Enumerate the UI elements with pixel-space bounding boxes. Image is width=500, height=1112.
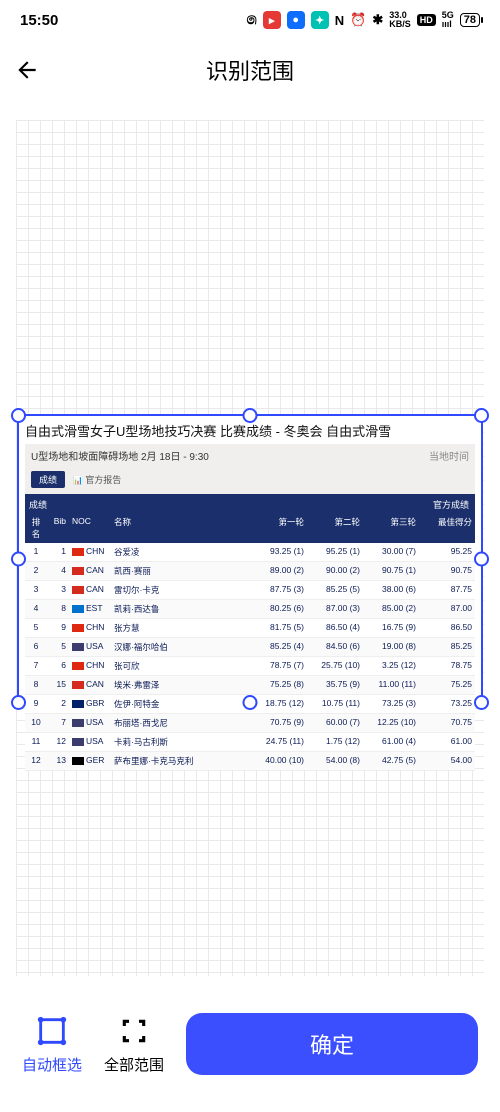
handle-bottom-right[interactable]	[474, 695, 489, 710]
content-title: 自由式滑雪女子U型场地技巧决赛 比赛成绩 - 冬奥会 自由式滑雪	[25, 421, 475, 440]
table-body: 11CHN谷爱凌93.25 (1)95.25 (1)30.00 (7)95.25…	[25, 543, 475, 771]
table-row: 76CHN张可欣78.75 (7)25.75 (10)3.25 (12)78.7…	[25, 657, 475, 676]
chat-icon: ●	[287, 11, 305, 29]
status-right: ෧ ▸ ● ✦ N ⏰ ✱ 33.0KB/S HD 5Gıııl 78	[246, 11, 480, 29]
table-row: 65USA汉娜·福尔哈伯85.25 (4)84.50 (6)19.00 (8)8…	[25, 638, 475, 657]
auto-select-icon	[35, 1014, 69, 1048]
hd-icon: HD	[417, 14, 436, 26]
table-row: 1112USA卡莉·马古利斯24.75 (11)1.75 (12)61.00 (…	[25, 733, 475, 752]
content-tabs: 成绩 官方报告	[25, 467, 475, 494]
back-button[interactable]	[14, 40, 40, 100]
content-subtitle: U型场地和坡面障碍场地 2月 18日 - 9:30 当地时间	[25, 444, 475, 467]
crop-canvas[interactable]: 自由式滑雪女子U型场地技巧决赛 比赛成绩 - 冬奥会 自由式滑雪 U型场地和坡面…	[16, 120, 484, 976]
net-rate: 33.0KB/S	[389, 11, 411, 29]
table-row: 107USA布丽塔·西戈尼70.75 (9)60.00 (7)12.25 (10…	[25, 714, 475, 733]
table-row: 33CAN雷切尔·卡克87.75 (3)85.25 (5)38.00 (6)87…	[25, 581, 475, 600]
full-range-button[interactable]: 全部范围	[104, 1014, 164, 1075]
nfc-icon: N	[335, 13, 344, 28]
confirm-button[interactable]: 确定	[186, 1013, 478, 1075]
record-icon: ▸	[263, 11, 281, 29]
handle-mid-left[interactable]	[11, 552, 26, 567]
table-header-groups: 成绩 官方成绩	[25, 494, 475, 513]
bottom-toolbar: 自动框选 全部范围 确定	[0, 976, 500, 1112]
tab-results: 成绩	[31, 471, 65, 488]
auto-select-button[interactable]: 自动框选	[22, 1014, 82, 1075]
signal-icon: 5Gıııl	[442, 11, 454, 29]
back-arrow-icon	[14, 57, 40, 83]
music-icon: ෧	[246, 11, 256, 29]
handle-top-right[interactable]	[474, 408, 489, 423]
status-bar: 15:50 ෧ ▸ ● ✦ N ⏰ ✱ 33.0KB/S HD 5Gıııl 7…	[0, 0, 500, 40]
app-header: 识别范围	[0, 40, 500, 100]
status-time: 15:50	[20, 12, 58, 29]
battery-icon: 78	[460, 13, 480, 27]
table-row: 1213GER萨布里娜·卡克马克利40.00 (10)54.00 (8)42.7…	[25, 752, 475, 771]
captured-content: 自由式滑雪女子U型场地技巧决赛 比赛成绩 - 冬奥会 自由式滑雪 U型场地和坡面…	[19, 416, 481, 702]
app-icon: ✦	[311, 11, 329, 29]
table-row: 48EST凯莉·西达鲁80.25 (6)87.00 (3)85.00 (2)87…	[25, 600, 475, 619]
handle-top-mid[interactable]	[243, 408, 258, 423]
tab-report: 官方报告	[73, 473, 121, 486]
auto-select-label: 自动框选	[22, 1054, 82, 1075]
table-row: 24CAN凯西·赛丽89.00 (2)90.00 (2)90.75 (1)90.…	[25, 562, 475, 581]
table-header-cols: 排名 Bib NOC 名称 第一轮 第二轮 第三轮 最佳得分	[25, 513, 475, 543]
handle-top-left[interactable]	[11, 408, 26, 423]
handle-bottom-mid[interactable]	[243, 695, 258, 710]
table-row: 59CHN张方慧81.75 (5)86.50 (4)16.75 (9)86.50	[25, 619, 475, 638]
bluetooth-icon: ✱	[372, 12, 383, 28]
full-range-icon	[117, 1014, 151, 1048]
table-row: 11CHN谷爱凌93.25 (1)95.25 (1)30.00 (7)95.25	[25, 543, 475, 562]
selection-box[interactable]: 自由式滑雪女子U型场地技巧决赛 比赛成绩 - 冬奥会 自由式滑雪 U型场地和坡面…	[17, 414, 483, 704]
full-range-label: 全部范围	[104, 1054, 164, 1075]
handle-bottom-left[interactable]	[11, 695, 26, 710]
page-title: 识别范围	[206, 54, 294, 86]
table-row: 815CAN埃米·弗雷泽75.25 (8)35.75 (9)11.00 (11)…	[25, 676, 475, 695]
handle-mid-right[interactable]	[474, 552, 489, 567]
alarm-icon: ⏰	[350, 12, 366, 28]
